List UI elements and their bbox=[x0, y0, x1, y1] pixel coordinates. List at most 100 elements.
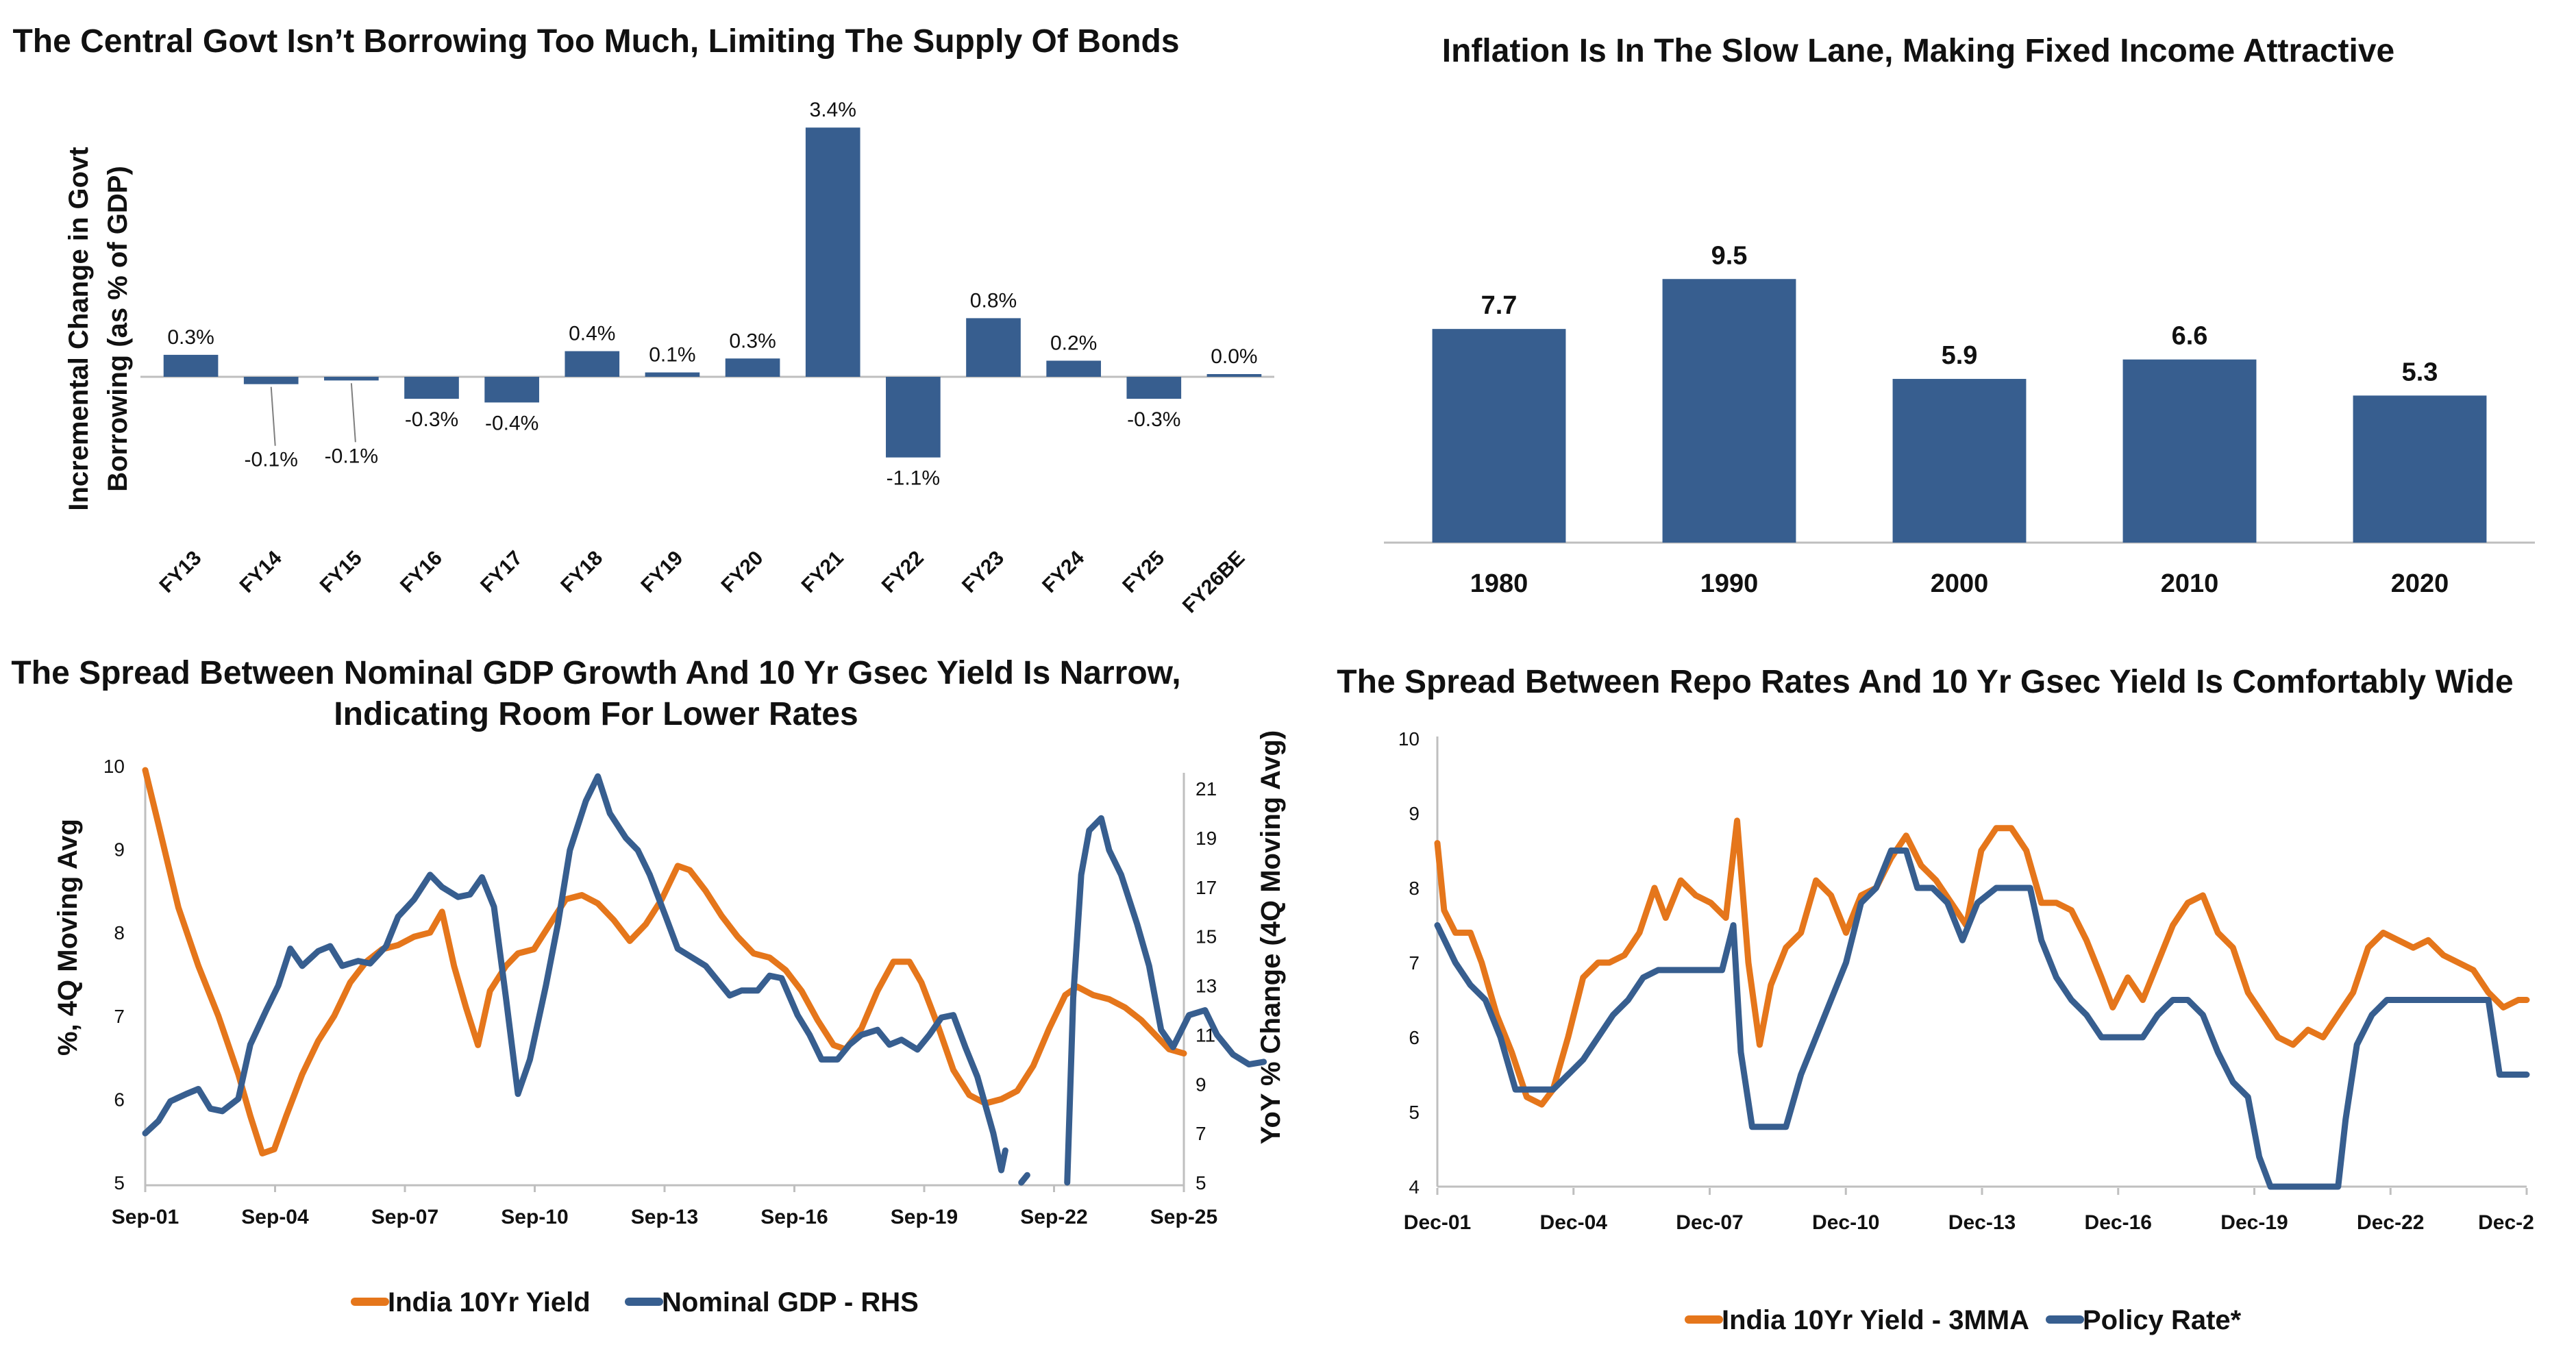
x-tick-sep-07: Sep-07 bbox=[371, 1206, 438, 1228]
y-tick-10: 10 bbox=[1398, 728, 1420, 750]
x-tick-fy18: FY18 bbox=[556, 547, 607, 597]
series-line-india-10yr-yield-3mma bbox=[1434, 817, 2530, 1108]
x-tick-1990: 1990 bbox=[1700, 569, 1759, 598]
data-label-fy13: 0.3% bbox=[167, 326, 214, 349]
x-tick-fy17: FY17 bbox=[476, 547, 527, 597]
y-tick-5: 5 bbox=[114, 1172, 125, 1193]
x-tick-fy22: FY22 bbox=[878, 547, 928, 597]
x-tick-fy25: FY25 bbox=[1118, 547, 1169, 597]
x-tick-sep-16: Sep-16 bbox=[760, 1206, 828, 1228]
x-tick-fy19: FY19 bbox=[636, 547, 687, 597]
bar-fy18 bbox=[565, 351, 620, 377]
bar-fy19 bbox=[645, 372, 700, 377]
y2-tick-21: 21 bbox=[1196, 778, 1217, 800]
x-tick-dec-19: Dec-19 bbox=[2220, 1211, 2288, 1234]
x-tick-dec-07: Dec-07 bbox=[1676, 1211, 1743, 1234]
bar-2010 bbox=[2122, 359, 2257, 543]
legend-label-policy-rate: Policy Rate* bbox=[2083, 1305, 2242, 1335]
x-tick-sep-19: Sep-19 bbox=[891, 1206, 958, 1228]
y-tick-6: 6 bbox=[1409, 1027, 1420, 1048]
data-label-fy15: -0.1% bbox=[325, 445, 378, 467]
x-tick-dec-13: Dec-13 bbox=[1948, 1211, 2016, 1234]
bar-fy24 bbox=[1046, 360, 1101, 377]
bar-fy13 bbox=[163, 354, 219, 377]
borrowing-chart-title: The Central Govt Isn’t Borrowing Too Muc… bbox=[12, 23, 1179, 60]
x-tick-fy24: FY24 bbox=[1038, 547, 1089, 597]
bar-1990 bbox=[1662, 279, 1796, 543]
leader-fy14 bbox=[270, 386, 276, 446]
x-tick-fy26be: FY26BE bbox=[1178, 547, 1250, 618]
series-line-nominal-gdp-0 bbox=[142, 773, 1008, 1174]
gdp-spread-y2label: YoY % Change (4Q Moving Avg) bbox=[1256, 730, 1286, 1145]
y-tick-6: 6 bbox=[114, 1089, 125, 1110]
data-label-fy17: -0.4% bbox=[485, 412, 538, 434]
x-tick-dec-22: Dec-22 bbox=[2357, 1211, 2424, 1234]
y-tick-4: 4 bbox=[1409, 1176, 1420, 1198]
bar-fy25 bbox=[1126, 377, 1182, 399]
y2-tick-17: 17 bbox=[1196, 877, 1217, 898]
x-tick-fy14: FY14 bbox=[236, 547, 286, 597]
gdp-spread-chart: The Spread Between Nominal GDP Growth An… bbox=[11, 655, 1286, 1317]
legend-label-india-10yr-yield: India 10Yr Yield bbox=[388, 1287, 591, 1317]
data-label-fy25: -0.3% bbox=[1127, 408, 1180, 431]
data-label-2020: 5.3 bbox=[2402, 358, 2438, 386]
series-line-nominal-gdp-1 bbox=[1018, 1172, 1030, 1186]
repo-spread-legend: India 10Yr Yield - 3MMA Policy Rate* bbox=[1685, 1305, 2242, 1335]
x-tick-sep-13: Sep-13 bbox=[631, 1206, 698, 1228]
series-line-policy-rate bbox=[1434, 847, 2530, 1190]
data-label-fy21: 3.4% bbox=[810, 99, 856, 121]
y-tick-10: 10 bbox=[103, 756, 125, 777]
bar-2020 bbox=[2353, 395, 2487, 543]
bar-1980 bbox=[1432, 329, 1566, 543]
gdp-spread-legend: India 10Yr Yield Nominal GDP - RHS bbox=[351, 1287, 919, 1317]
borrowing-chart: The Central Govt Isn’t Borrowing Too Muc… bbox=[12, 23, 1274, 617]
bar-fy16 bbox=[404, 377, 459, 399]
x-tick-2000: 2000 bbox=[1931, 569, 1989, 598]
data-label-1980: 7.7 bbox=[1481, 291, 1518, 320]
data-label-2010: 6.6 bbox=[2172, 322, 2208, 351]
x-tick-dec-10: Dec-10 bbox=[1812, 1211, 1879, 1234]
y-tick-7: 7 bbox=[1409, 952, 1420, 974]
data-label-1990: 9.5 bbox=[1711, 241, 1748, 270]
x-tick-2020: 2020 bbox=[2391, 569, 2449, 598]
y-tick-8: 8 bbox=[1409, 878, 1420, 899]
y2-tick-5: 5 bbox=[1196, 1172, 1206, 1193]
data-label-fy24: 0.2% bbox=[1050, 332, 1097, 354]
x-tick-dec-01: Dec-01 bbox=[1404, 1211, 1471, 1234]
data-label-2000: 5.9 bbox=[1942, 341, 1978, 370]
repo-spread-chart: The Spread Between Repo Rates And 10 Yr … bbox=[1337, 664, 2534, 1335]
data-label-fy26be: 0.0% bbox=[1211, 345, 1257, 368]
legend-label-nominal-gdp: Nominal GDP - RHS bbox=[662, 1287, 919, 1317]
bar-2000 bbox=[1892, 379, 2027, 543]
inflation-chart: Inflation Is In The Slow Lane, Making Fi… bbox=[1384, 33, 2535, 598]
gdp-spread-title-line2: Indicating Room For Lower Rates bbox=[334, 696, 858, 732]
data-label-fy20: 0.3% bbox=[729, 330, 776, 352]
data-label-fy23: 0.8% bbox=[970, 289, 1017, 312]
borrowing-ylabel-line1: Incremental Change in Govt bbox=[64, 147, 94, 510]
bar-fy15 bbox=[324, 377, 379, 381]
x-tick-1980: 1980 bbox=[1470, 569, 1528, 598]
x-tick-dec-16: Dec-16 bbox=[2085, 1211, 2152, 1234]
x-tick-dec-04: Dec-04 bbox=[1540, 1211, 1608, 1234]
x-tick-sep-22: Sep-22 bbox=[1020, 1206, 1087, 1228]
y-tick-9: 9 bbox=[1409, 803, 1420, 824]
y-tick-5: 5 bbox=[1409, 1102, 1420, 1123]
y2-tick-9: 9 bbox=[1196, 1074, 1206, 1095]
data-label-fy18: 0.4% bbox=[569, 323, 615, 345]
y2-tick-13: 13 bbox=[1196, 976, 1217, 997]
gdp-spread-ylabel: %, 4Q Moving Avg bbox=[53, 819, 83, 1056]
x-tick-sep-01: Sep-01 bbox=[112, 1206, 179, 1228]
bar-fy14 bbox=[243, 377, 299, 384]
inflation-chart-title: Inflation Is In The Slow Lane, Making Fi… bbox=[1442, 33, 2394, 69]
x-tick-fy13: FY13 bbox=[156, 547, 206, 597]
legend-label-india-10yr-3mma: India 10Yr Yield - 3MMA bbox=[1722, 1305, 2029, 1335]
bar-fy20 bbox=[725, 358, 780, 377]
y2-tick-11: 11 bbox=[1196, 1024, 1215, 1045]
x-tick-fy20: FY20 bbox=[717, 547, 768, 597]
y-tick-8: 8 bbox=[114, 922, 125, 943]
y-tick-9: 9 bbox=[114, 839, 125, 861]
bar-fy21 bbox=[805, 127, 860, 377]
y-tick-7: 7 bbox=[114, 1006, 125, 1027]
bar-fy17 bbox=[484, 377, 539, 403]
